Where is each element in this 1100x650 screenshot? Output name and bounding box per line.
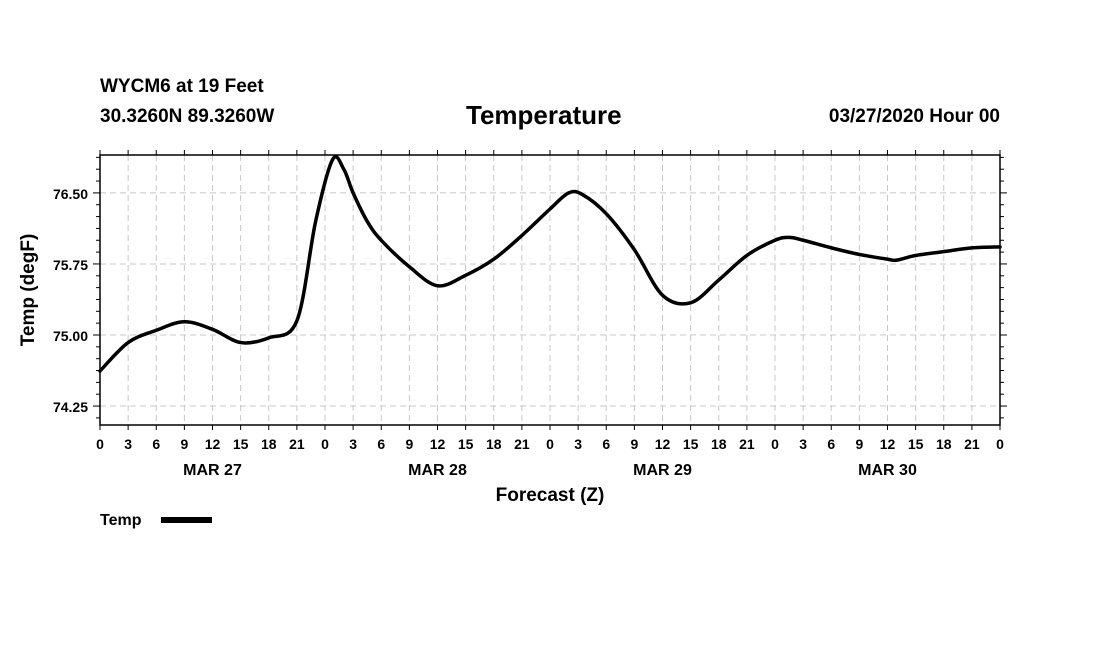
- y-axis-title: Temp (degF): [18, 234, 39, 347]
- station-coordinates: 30.3260N 89.3260W: [100, 106, 275, 127]
- x-tick-label: 3: [574, 436, 582, 452]
- x-day-label: MAR 30: [858, 462, 917, 479]
- x-tick-label: 3: [124, 436, 132, 452]
- x-day-label: MAR 28: [408, 462, 467, 479]
- x-tick-label: 6: [827, 436, 835, 452]
- x-tick-label: 9: [630, 436, 638, 452]
- axis-labels: 0 3 6 9 12 15 18 21 0 3 6 9 12 15 18 21 0 3 6 9 12 15 18 21 0 3 6 9…: [53, 186, 1004, 479]
- forecast-datetime: 03/27/2020 Hour 00: [828, 106, 1000, 127]
- x-tick-label: 12: [655, 436, 671, 452]
- series-line-temp: [98, 155, 1002, 373]
- x-tick-label: 0: [321, 436, 329, 452]
- x-tick-label: 12: [205, 436, 221, 452]
- x-tick-label: 18: [486, 436, 502, 452]
- x-tick-label: 12: [430, 436, 446, 452]
- x-tick-label: 15: [458, 436, 474, 452]
- x-tick-label: 21: [964, 436, 980, 452]
- x-day-label: MAR 29: [633, 462, 692, 479]
- x-tick-label: 6: [377, 436, 385, 452]
- series-layer: [98, 155, 1002, 373]
- x-tick-label: 18: [261, 436, 277, 452]
- x-tick-label: 9: [180, 436, 188, 452]
- x-tick-label: 6: [152, 436, 160, 452]
- grid-lines: [100, 155, 1000, 425]
- x-tick-label: 15: [233, 436, 249, 452]
- x-tick-label: 12: [880, 436, 896, 452]
- x-tick-label: 0: [996, 436, 1004, 452]
- x-tick-label: 15: [908, 436, 924, 452]
- station-name: WYCM6 at 19 Feet: [100, 76, 264, 97]
- x-tick-label: 0: [96, 436, 104, 452]
- x-day-label: MAR 27: [183, 462, 242, 479]
- y-tick-label: 75.75: [53, 257, 88, 273]
- x-tick-label: 21: [514, 436, 530, 452]
- y-tick-label: 76.50: [53, 186, 88, 202]
- legend-label-temp: Temp: [100, 512, 142, 529]
- x-tick-label: 0: [546, 436, 554, 452]
- x-tick-label: 15: [683, 436, 699, 452]
- x-tick-label: 21: [739, 436, 755, 452]
- x-tick-label: 18: [936, 436, 952, 452]
- plot-frame: [99, 154, 1001, 426]
- chart-title: Temperature: [466, 100, 622, 130]
- y-tick-label: 74.25: [53, 399, 88, 415]
- x-tick-label: 3: [799, 436, 807, 452]
- x-tick-label: 6: [602, 436, 610, 452]
- x-tick-label: 3: [349, 436, 357, 452]
- x-axis-title: Forecast (Z): [496, 485, 605, 506]
- x-tick-label: 9: [405, 436, 413, 452]
- x-tick-label: 18: [711, 436, 727, 452]
- x-tick-label: 21: [289, 436, 305, 452]
- y-tick-label: 75.00: [53, 328, 88, 344]
- x-tick-label: 9: [855, 436, 863, 452]
- x-tick-label: 0: [771, 436, 779, 452]
- legend: Temp: [100, 512, 212, 529]
